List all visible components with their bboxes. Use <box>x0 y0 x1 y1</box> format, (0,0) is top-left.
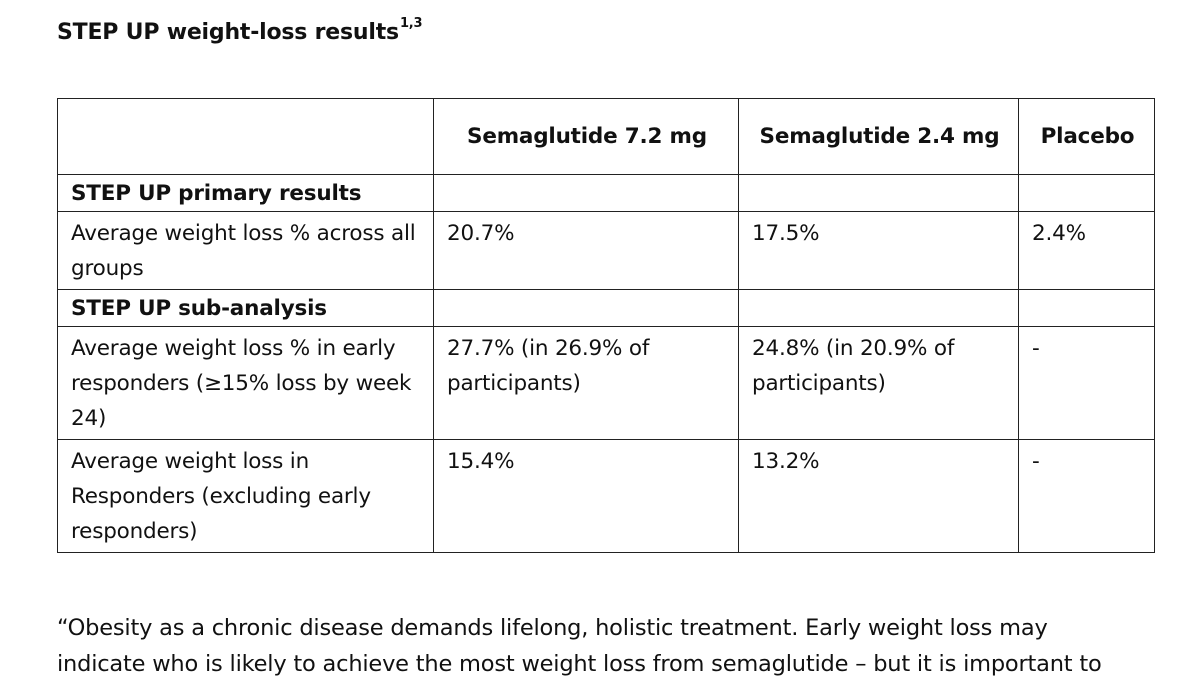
value-cell-sema-7-2: 20.7% <box>433 211 739 290</box>
empty-cell <box>1018 289 1155 327</box>
quote-line: indicate who is likely to achieve the mo… <box>57 651 1102 677</box>
title-text: STEP UP weight-loss results <box>57 20 399 45</box>
empty-cell <box>738 174 1019 212</box>
header-cell-empty <box>57 98 434 175</box>
value-cell-sema-2-4: 13.2% <box>738 439 1019 553</box>
empty-cell <box>738 289 1019 327</box>
value-cell-sema-7-2: 27.7% (in 26.9% of participants) <box>433 326 739 440</box>
empty-cell <box>1018 174 1155 212</box>
title-citation: 1,3 <box>399 16 423 31</box>
empty-cell <box>433 289 739 327</box>
row-label: Average weight loss % in early responder… <box>57 326 434 440</box>
value-cell-placebo: - <box>1018 439 1155 553</box>
section-title: STEP UP primary results <box>57 174 434 212</box>
row-label: Average weight loss in Responders (exclu… <box>57 439 434 553</box>
quote-line: “Obesity as a chronic disease demands li… <box>57 615 1048 641</box>
section-row-primary: STEP UP primary results <box>57 174 1155 212</box>
section-row-sub-analysis: STEP UP sub-analysis <box>57 289 1155 327</box>
table-row: Average weight loss in Responders (exclu… <box>57 439 1155 553</box>
empty-cell <box>433 174 739 212</box>
value-cell-sema-2-4: 24.8% (in 20.9% of participants) <box>738 326 1019 440</box>
quote-paragraph: “Obesity as a chronic disease demands li… <box>57 610 1197 682</box>
value-cell-sema-7-2: 15.4% <box>433 439 739 553</box>
header-cell-sema-2-4: Semaglutide 2.4 mg <box>738 98 1019 175</box>
value-cell-placebo: 2.4% <box>1018 211 1155 290</box>
value-cell-placebo: - <box>1018 326 1155 440</box>
value-cell-sema-2-4: 17.5% <box>738 211 1019 290</box>
table-row: Average weight loss % across all groups … <box>57 211 1155 290</box>
header-cell-sema-7-2: Semaglutide 7.2 mg <box>433 98 739 175</box>
row-label: Average weight loss % across all groups <box>57 211 434 290</box>
page-title: STEP UP weight-loss results1,3 <box>57 16 423 45</box>
table-row: Average weight loss % in early responder… <box>57 326 1155 440</box>
table-header-row: Semaglutide 7.2 mg Semaglutide 2.4 mg Pl… <box>57 98 1155 175</box>
header-cell-placebo: Placebo <box>1018 98 1155 175</box>
section-title: STEP UP sub-analysis <box>57 289 434 327</box>
results-table: Semaglutide 7.2 mg Semaglutide 2.4 mg Pl… <box>57 98 1155 553</box>
